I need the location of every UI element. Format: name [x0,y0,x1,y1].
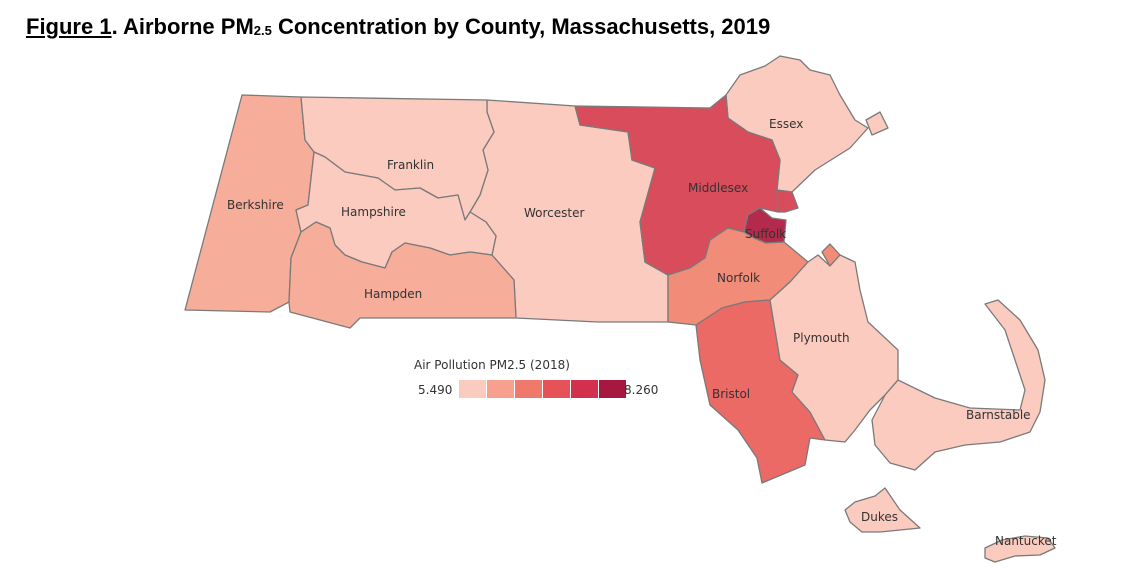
legend-min-value: 5.490 [418,383,453,397]
county-nantucket[interactable] [984,535,1056,563]
label-suffolk: Suffolk [745,227,786,241]
county-middlesex-east[interactable] [776,189,799,213]
title-subscript: 2.5 [253,23,272,38]
county-hampden[interactable] [288,221,517,329]
legend-color-ramp [459,380,627,398]
legend-swatch [599,380,626,398]
title-suffix: Concentration by County, Massachusetts, … [271,14,771,39]
figure-label: Figure 1 [26,14,112,39]
label-norfolk: Norfolk [717,271,760,285]
legend-swatch [487,380,514,398]
label-worcester: Worcester [524,206,584,220]
legend-swatch [459,380,486,398]
county-dukes[interactable] [844,487,921,533]
legend-swatch [571,380,598,398]
label-franklin: Franklin [387,158,434,172]
label-barnstable: Barnstable [966,408,1031,422]
county-essex-island[interactable] [865,111,889,136]
label-middlesex: Middlesex [688,181,748,195]
title-prefix: . Airborne PM [111,14,254,39]
figure-title: Figure 1. Airborne PM2.5 Concentration b… [26,14,770,40]
label-bristol: Bristol [712,387,750,401]
label-hampshire: Hampshire [341,205,406,219]
legend-swatch [515,380,542,398]
label-nantucket: Nantucket [995,534,1057,548]
label-plymouth: Plymouth [793,331,850,345]
legend-swatch [543,380,570,398]
legend-max-value: 8.260 [624,383,659,397]
county-plymouth[interactable] [769,254,899,443]
label-essex: Essex [769,117,803,131]
legend-title: Air Pollution PM2.5 (2018) [414,358,570,372]
label-berkshire: Berkshire [227,198,284,212]
county-barnstable[interactable] [871,299,1046,471]
label-dukes: Dukes [861,510,898,524]
label-hampden: Hampden [364,287,422,301]
